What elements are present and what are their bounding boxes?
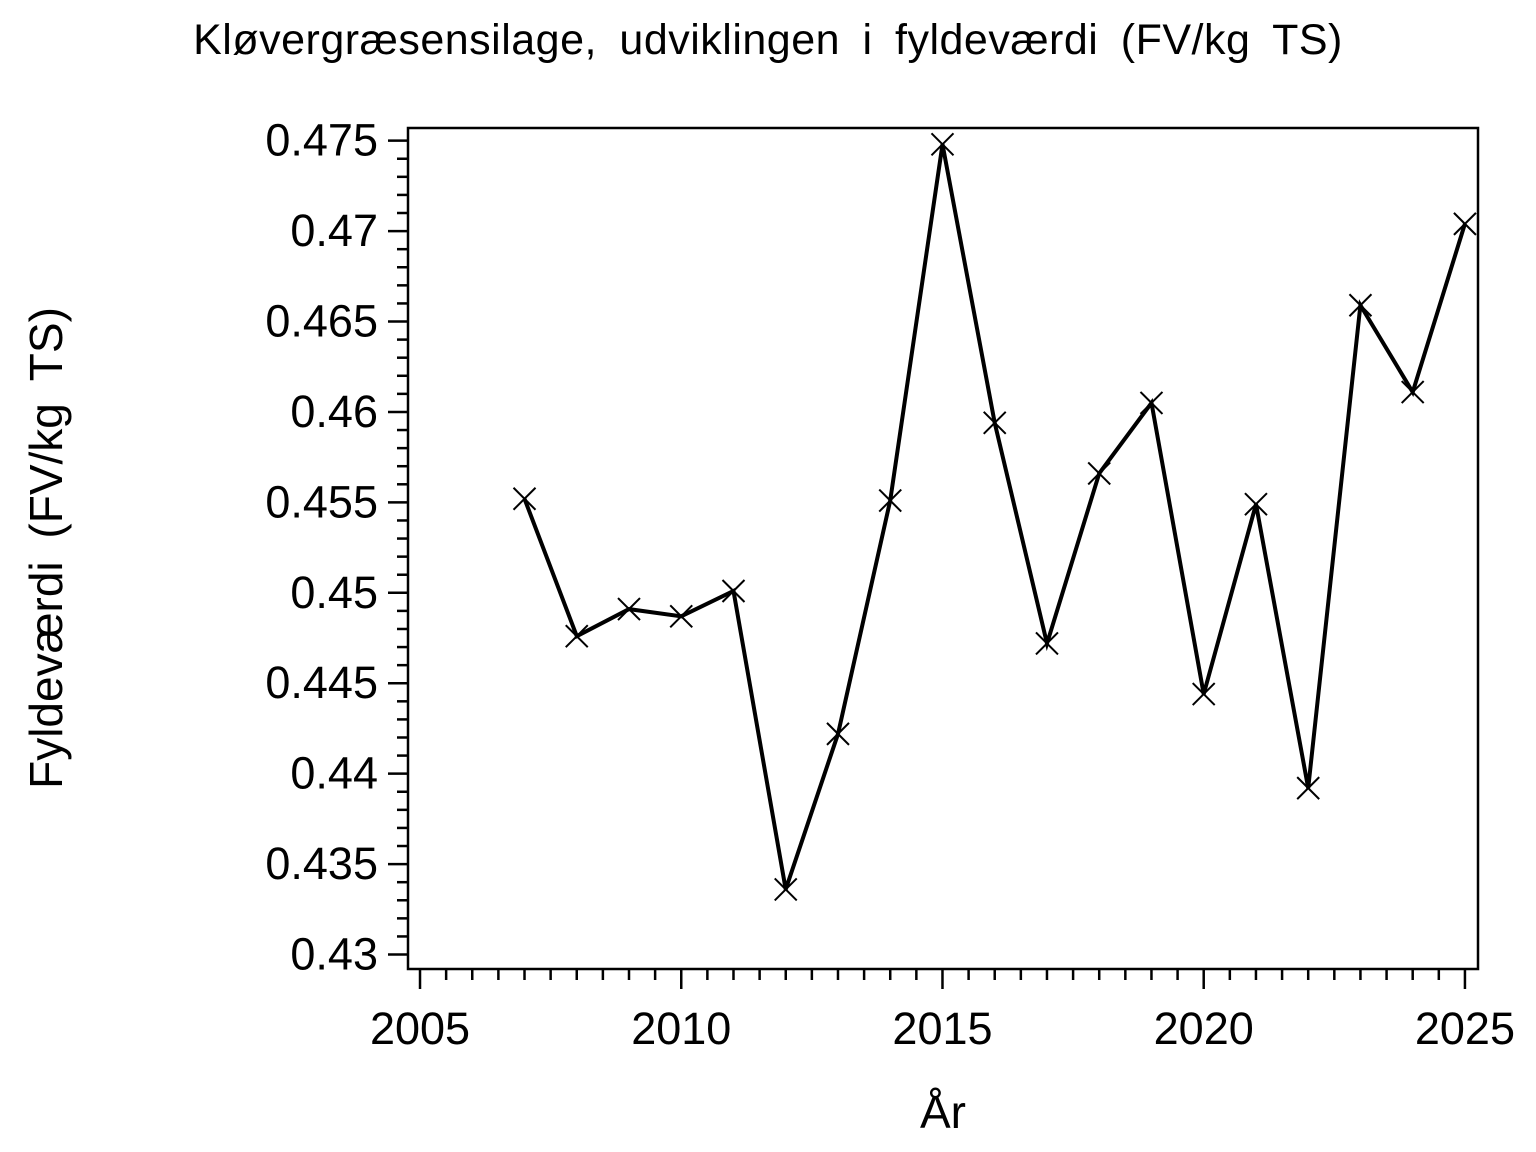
data-point-marker bbox=[774, 877, 798, 902]
data-point-marker bbox=[669, 604, 693, 629]
data-point-marker bbox=[1087, 461, 1111, 486]
data-point-marker bbox=[1453, 212, 1477, 236]
x-tick-label: 2020 bbox=[1154, 1003, 1254, 1054]
data-point-marker bbox=[1244, 492, 1268, 516]
y-axis-title: Fyldeværdi (FV/kg TS) bbox=[20, 307, 72, 789]
data-series-line bbox=[522, 143, 1467, 891]
y-tick-label: 0.47 bbox=[290, 205, 378, 256]
y-tick-label: 0.44 bbox=[290, 748, 378, 799]
data-point-marker bbox=[617, 597, 641, 621]
y-tick-label: 0.445 bbox=[265, 657, 378, 708]
data-point-marker bbox=[930, 132, 955, 156]
y-tick-label: 0.455 bbox=[265, 476, 378, 527]
data-point-marker bbox=[1296, 776, 1320, 800]
data-point-marker bbox=[826, 722, 850, 746]
x-tick-label: 2025 bbox=[1415, 1003, 1515, 1054]
data-point-marker bbox=[878, 488, 902, 513]
data-point-marker bbox=[1192, 682, 1216, 706]
data-point-marker bbox=[721, 579, 746, 603]
x-tick-label: 2005 bbox=[370, 1003, 470, 1054]
plot-frame bbox=[406, 126, 1480, 971]
y-tick-label: 0.435 bbox=[265, 838, 378, 889]
data-point-marker bbox=[512, 487, 537, 511]
x-tick-label: 2010 bbox=[631, 1003, 731, 1054]
data-point-marker bbox=[1400, 380, 1425, 404]
chart-title: Kløvergræsensilage, udviklingen i fyldev… bbox=[193, 16, 1343, 64]
x-tick-label: 2015 bbox=[892, 1003, 992, 1054]
y-tick-label: 0.45 bbox=[290, 567, 378, 618]
y-tick-label: 0.46 bbox=[290, 386, 378, 437]
data-point-marker bbox=[1348, 293, 1373, 317]
y-tick-label: 0.465 bbox=[265, 296, 378, 347]
y-tick-label: 0.475 bbox=[265, 115, 378, 166]
y-tick-label: 0.43 bbox=[290, 929, 378, 980]
data-point-marker bbox=[983, 411, 1007, 435]
plot-area: 2005 2010 2015 2020 2025 0.43 0.435 0.44 0.445 0.… bbox=[265, 115, 1515, 1054]
x-axis-title: År bbox=[920, 1086, 966, 1138]
data-point-marker bbox=[1139, 391, 1164, 415]
data-point-marker bbox=[1035, 631, 1059, 656]
data-point-marker bbox=[565, 624, 589, 648]
